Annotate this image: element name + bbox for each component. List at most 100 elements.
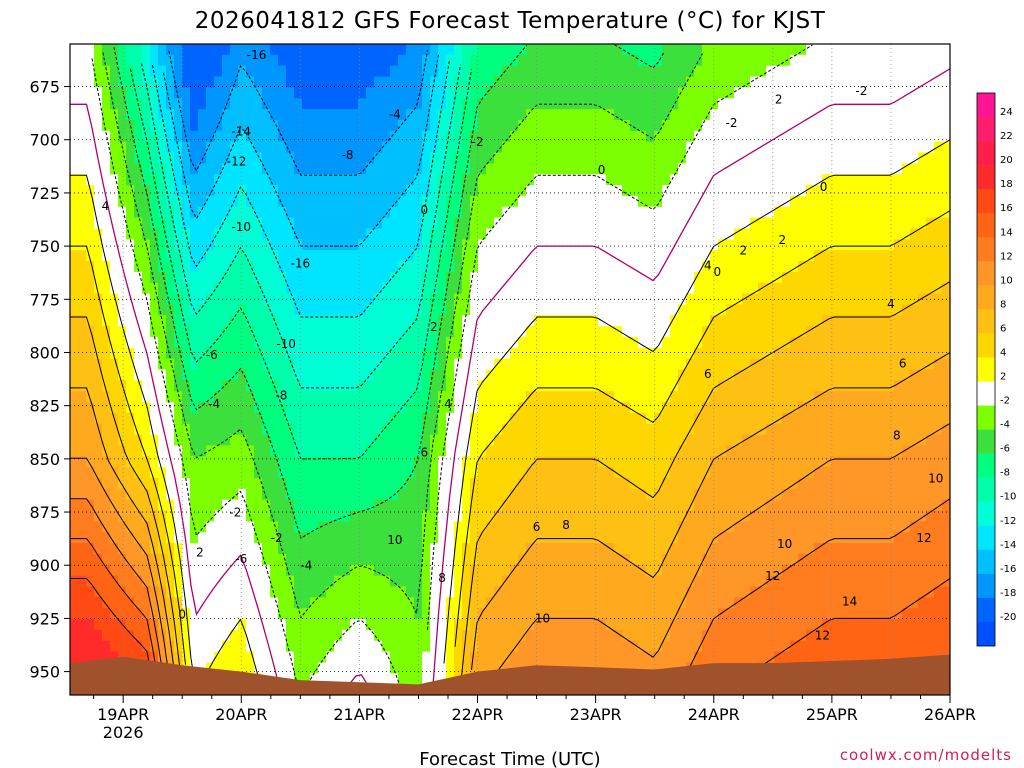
temperature-cell: [350, 282, 359, 295]
temperature-cell: [462, 402, 471, 414]
temperature-cell: [622, 54, 631, 67]
temperature-cell: [94, 575, 103, 588]
temperature-cell: [382, 543, 391, 555]
temperature-cell: [630, 553, 639, 566]
temperature-cell: [590, 640, 599, 653]
temperature-cell: [294, 174, 303, 186]
temperature-cell: [94, 640, 103, 653]
temperature-cell: [94, 478, 103, 490]
temperature-cell: [326, 553, 335, 566]
temperature-cell: [382, 174, 391, 186]
temperature-cell: [462, 152, 471, 164]
temperature-cell: [142, 217, 151, 230]
temperature-cell: [214, 261, 223, 273]
temperature-cell: [214, 228, 223, 240]
temperature-cell: [454, 152, 463, 164]
temperature-cell: [430, 239, 439, 251]
temperature-cell: [414, 673, 423, 685]
temperature-cell: [726, 553, 735, 566]
temperature-cell: [534, 304, 543, 316]
temperature-cell: [142, 304, 151, 316]
temperature-cell: [150, 87, 159, 99]
temperature-cell: [358, 358, 367, 371]
temperature-cell: [702, 478, 711, 490]
temperature-cell: [150, 358, 159, 371]
temperature-cell: [190, 217, 199, 230]
temperature-cell: [350, 521, 359, 533]
temperature-cell: [726, 499, 735, 512]
temperature-cell: [486, 521, 495, 533]
temperature-cell: [718, 467, 727, 479]
temperature-cell: [558, 640, 567, 653]
temperature-cell: [142, 336, 151, 349]
temperature-cell: [110, 326, 119, 338]
temperature-cell: [454, 488, 463, 501]
temperature-cell: [710, 44, 719, 56]
temperature-cell: [494, 358, 503, 371]
temperature-cell: [598, 575, 607, 588]
temperature-cell: [390, 543, 399, 555]
temperature-cell: [198, 152, 207, 164]
temperature-cell: [550, 553, 559, 566]
temperature-cell: [366, 510, 375, 522]
temperature-cell: [446, 478, 455, 490]
temperature-cell: [262, 369, 271, 381]
temperature-cell: [622, 499, 631, 512]
temperature-cell: [582, 163, 591, 175]
temperature-cell: [646, 380, 655, 392]
temperature-cell: [222, 217, 231, 230]
temperature-cell: [606, 510, 615, 522]
temperature-cell: [510, 423, 519, 436]
temperature-cell: [526, 358, 535, 371]
temperature-cell: [702, 543, 711, 555]
temperature-cell: [102, 282, 111, 295]
temperature-cell: [550, 141, 559, 154]
temperature-cell: [710, 152, 719, 164]
temperature-cell: [430, 478, 439, 490]
temperature-cell: [558, 54, 567, 67]
temperature-cell: [726, 488, 735, 501]
temperature-cell: [638, 261, 647, 273]
temperature-cell: [430, 315, 439, 327]
temperature-cell: [374, 141, 383, 154]
temperature-cell: [622, 358, 631, 371]
temperature-cell: [358, 510, 367, 522]
temperature-cell: [150, 76, 159, 88]
temperature-cell: [470, 456, 479, 468]
temperature-cell: [190, 44, 199, 56]
temperature-cell: [182, 271, 191, 284]
temperature-cell: [302, 174, 311, 186]
temperature-cell: [574, 185, 583, 197]
temperature-cell: [510, 629, 519, 642]
temperature-cell: [694, 174, 703, 186]
temperature-cell: [342, 488, 351, 501]
temperature-cell: [566, 228, 575, 240]
temperature-cell: [662, 510, 671, 522]
temperature-cell: [230, 358, 239, 371]
temperature-cell: [646, 391, 655, 403]
temperature-cell: [222, 206, 231, 219]
temperature-cell: [270, 195, 279, 208]
temperature-cell: [550, 195, 559, 208]
temperature-cell: [614, 499, 623, 512]
temperature-cell: [374, 532, 383, 544]
temperature-cell: [230, 261, 239, 273]
temperature-cell: [478, 54, 487, 67]
temperature-cell: [78, 195, 87, 208]
temperature-cell: [670, 65, 679, 78]
temperature-cell: [662, 239, 671, 251]
temperature-cell: [254, 119, 263, 132]
temperature-cell: [326, 586, 335, 598]
temperature-cell: [334, 553, 343, 566]
temperature-cell: [646, 651, 655, 664]
temperature-cell: [590, 543, 599, 555]
temperature-cell: [654, 445, 663, 457]
temperature-cell: [366, 423, 375, 436]
temperature-cell: [526, 369, 535, 381]
temperature-cell: [174, 163, 183, 175]
temperature-cell: [702, 586, 711, 598]
temperature-cell: [246, 130, 255, 143]
temperature-cell: [94, 54, 103, 67]
temperature-cell: [590, 369, 599, 381]
temperature-cell: [430, 619, 439, 631]
